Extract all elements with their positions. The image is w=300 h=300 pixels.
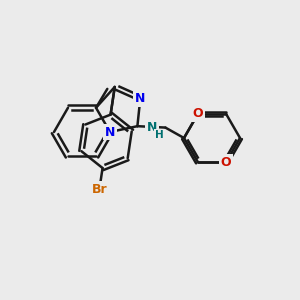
Text: H: H — [155, 130, 164, 140]
Text: O: O — [221, 156, 231, 169]
Text: O: O — [193, 107, 203, 120]
Text: N: N — [105, 125, 115, 139]
Text: Br: Br — [92, 183, 107, 196]
Text: N: N — [135, 92, 146, 105]
Text: N: N — [147, 122, 158, 134]
